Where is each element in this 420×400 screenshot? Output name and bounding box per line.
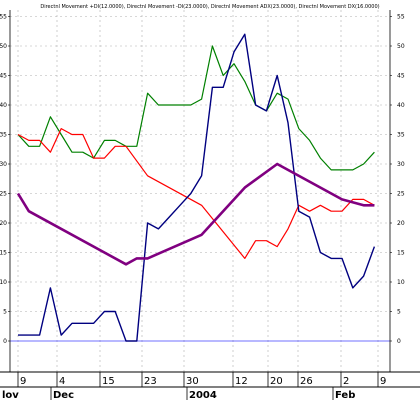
y-tick-label-left: 10 [0,279,7,286]
y-tick-label-left: 5 [3,309,7,316]
y-tick-label-left: 40 [0,102,7,109]
y-tick-label-left: 35 [0,132,7,139]
x-tick-label: 15 [102,376,115,387]
x-tick-label: 4 [59,376,65,387]
y-tick-label-right: 30 [397,161,405,168]
x-tick-label: 9 [20,376,26,387]
y-tick-label-right: 0 [397,338,401,345]
x-month-label: 2004 [189,390,217,400]
x-tick-label: 20 [270,376,283,387]
x-tick-label: 2 [343,376,349,387]
x-tick-label: 23 [144,376,157,387]
y-tick-label-left: 15 [0,250,7,257]
plus-di-line [17,45,375,171]
grid [10,10,390,372]
x-tick-label: 9 [380,376,386,387]
x-month-label: Feb [335,390,355,400]
y-tick-label-right: 25 [397,191,405,198]
y-tick-label-right: 40 [397,102,405,109]
y-tick-label-right: 10 [397,279,405,286]
y-tick-label-right: 35 [397,132,405,139]
y-tick-label-right: 55 [397,14,405,21]
series-lines [16,33,376,342]
x-tick-label: 12 [235,376,248,387]
y-tick-label-right: 50 [397,43,405,50]
x-tick-label: 30 [186,376,199,387]
dx-line [18,33,376,342]
y-tick-label-left: 25 [0,191,7,198]
x-month-label: Dec [53,390,74,400]
y-tick-label-right: 45 [397,73,405,80]
y-tick-label-right: 20 [397,220,405,227]
y-tick-label-right: 5 [397,309,401,316]
y-tick-label-left: 0 [3,338,7,345]
y-tick-label-left: 20 [0,220,7,227]
y-tick-label-left: 55 [0,14,7,21]
y-tick-label-left: 50 [0,43,7,50]
x-month-label: lov [2,390,19,400]
adx-line [16,162,375,266]
x-tick-label: 26 [300,376,313,387]
chart-title: Directnl Movement +DI(12.0000), Directnl… [40,4,379,10]
y-tick-label-right: 15 [397,250,405,257]
y-tick-label-left: 30 [0,161,7,168]
minus-di-line [17,128,375,259]
y-tick-label-left: 45 [0,73,7,80]
